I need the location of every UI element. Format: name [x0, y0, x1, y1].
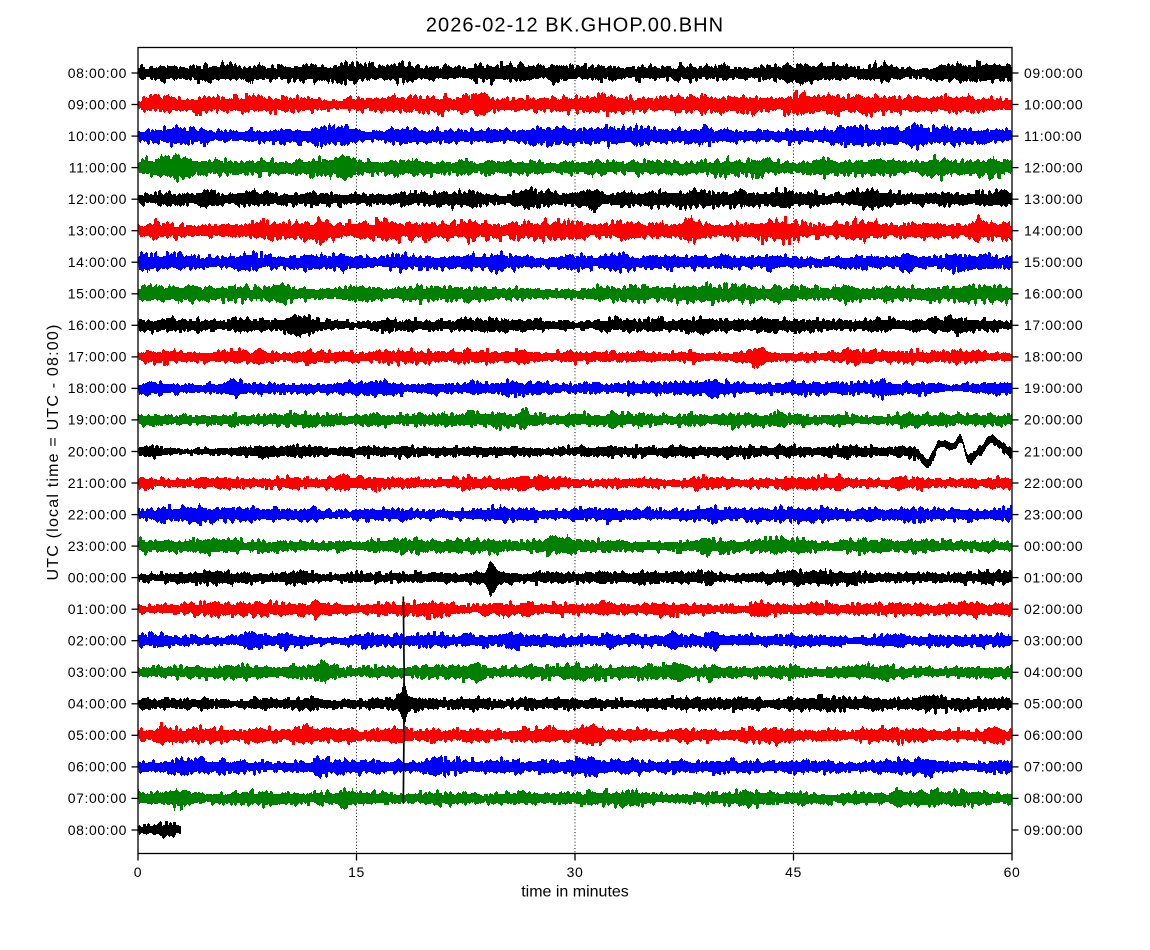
svg-text:02:00:00: 02:00:00 [68, 633, 127, 649]
svg-text:05:00:00: 05:00:00 [68, 727, 127, 743]
svg-text:22:00:00: 22:00:00 [68, 506, 127, 522]
svg-text:18:00:00: 18:00:00 [1024, 349, 1083, 365]
svg-text:07:00:00: 07:00:00 [1024, 759, 1083, 775]
svg-text:21:00:00: 21:00:00 [1024, 443, 1083, 459]
svg-text:17:00:00: 17:00:00 [1024, 317, 1083, 333]
svg-text:14:00:00: 14:00:00 [1024, 223, 1083, 239]
svg-text:03:00:00: 03:00:00 [1024, 633, 1083, 649]
svg-text:13:00:00: 13:00:00 [68, 223, 127, 239]
svg-text:15:00:00: 15:00:00 [1024, 254, 1083, 270]
svg-text:UTC (local time = UTC - 08:00): UTC (local time = UTC - 08:00) [45, 324, 62, 581]
svg-text:05:00:00: 05:00:00 [1024, 696, 1083, 712]
svg-text:06:00:00: 06:00:00 [68, 759, 127, 775]
svg-text:11:00:00: 11:00:00 [69, 159, 127, 175]
svg-text:15:00:00: 15:00:00 [68, 286, 127, 302]
svg-text:00:00:00: 00:00:00 [68, 569, 127, 585]
svg-text:45: 45 [785, 864, 802, 880]
svg-text:11:00:00: 11:00:00 [1024, 128, 1082, 144]
svg-text:08:00:00: 08:00:00 [68, 822, 127, 838]
svg-text:09:00:00: 09:00:00 [1024, 822, 1083, 838]
svg-text:60: 60 [1004, 864, 1021, 880]
svg-text:04:00:00: 04:00:00 [68, 696, 127, 712]
svg-text:01:00:00: 01:00:00 [1024, 569, 1083, 585]
svg-text:13:00:00: 13:00:00 [1024, 191, 1083, 207]
svg-text:08:00:00: 08:00:00 [1024, 790, 1083, 806]
svg-text:19:00:00: 19:00:00 [1024, 380, 1083, 396]
svg-text:12:00:00: 12:00:00 [1024, 159, 1083, 175]
svg-text:14:00:00: 14:00:00 [68, 254, 127, 270]
svg-text:09:00:00: 09:00:00 [1024, 65, 1083, 81]
svg-text:0: 0 [134, 864, 142, 880]
svg-text:2026-02-12 BK.GHOP.00.BHN: 2026-02-12 BK.GHOP.00.BHN [426, 15, 724, 37]
svg-text:23:00:00: 23:00:00 [68, 538, 127, 554]
svg-text:01:00:00: 01:00:00 [68, 601, 127, 617]
svg-text:20:00:00: 20:00:00 [1024, 412, 1083, 428]
svg-text:15: 15 [348, 864, 365, 880]
svg-text:16:00:00: 16:00:00 [1024, 286, 1083, 302]
svg-text:19:00:00: 19:00:00 [68, 412, 127, 428]
svg-text:03:00:00: 03:00:00 [68, 664, 127, 680]
svg-text:09:00:00: 09:00:00 [68, 96, 127, 112]
svg-text:02:00:00: 02:00:00 [1024, 601, 1083, 617]
svg-text:18:00:00: 18:00:00 [68, 380, 127, 396]
svg-text:00:00:00: 00:00:00 [1024, 538, 1083, 554]
svg-text:30: 30 [567, 864, 584, 880]
svg-text:12:00:00: 12:00:00 [68, 191, 127, 207]
svg-text:22:00:00: 22:00:00 [1024, 475, 1083, 491]
svg-text:06:00:00: 06:00:00 [1024, 727, 1083, 743]
svg-text:07:00:00: 07:00:00 [68, 790, 127, 806]
svg-text:21:00:00: 21:00:00 [68, 475, 127, 491]
svg-text:23:00:00: 23:00:00 [1024, 506, 1083, 522]
svg-text:10:00:00: 10:00:00 [68, 128, 127, 144]
svg-text:17:00:00: 17:00:00 [68, 349, 127, 365]
svg-text:20:00:00: 20:00:00 [68, 443, 127, 459]
svg-text:10:00:00: 10:00:00 [1024, 96, 1083, 112]
svg-text:time in minutes: time in minutes [521, 884, 629, 901]
svg-text:08:00:00: 08:00:00 [68, 65, 127, 81]
svg-text:04:00:00: 04:00:00 [1024, 664, 1083, 680]
svg-text:16:00:00: 16:00:00 [68, 317, 127, 333]
